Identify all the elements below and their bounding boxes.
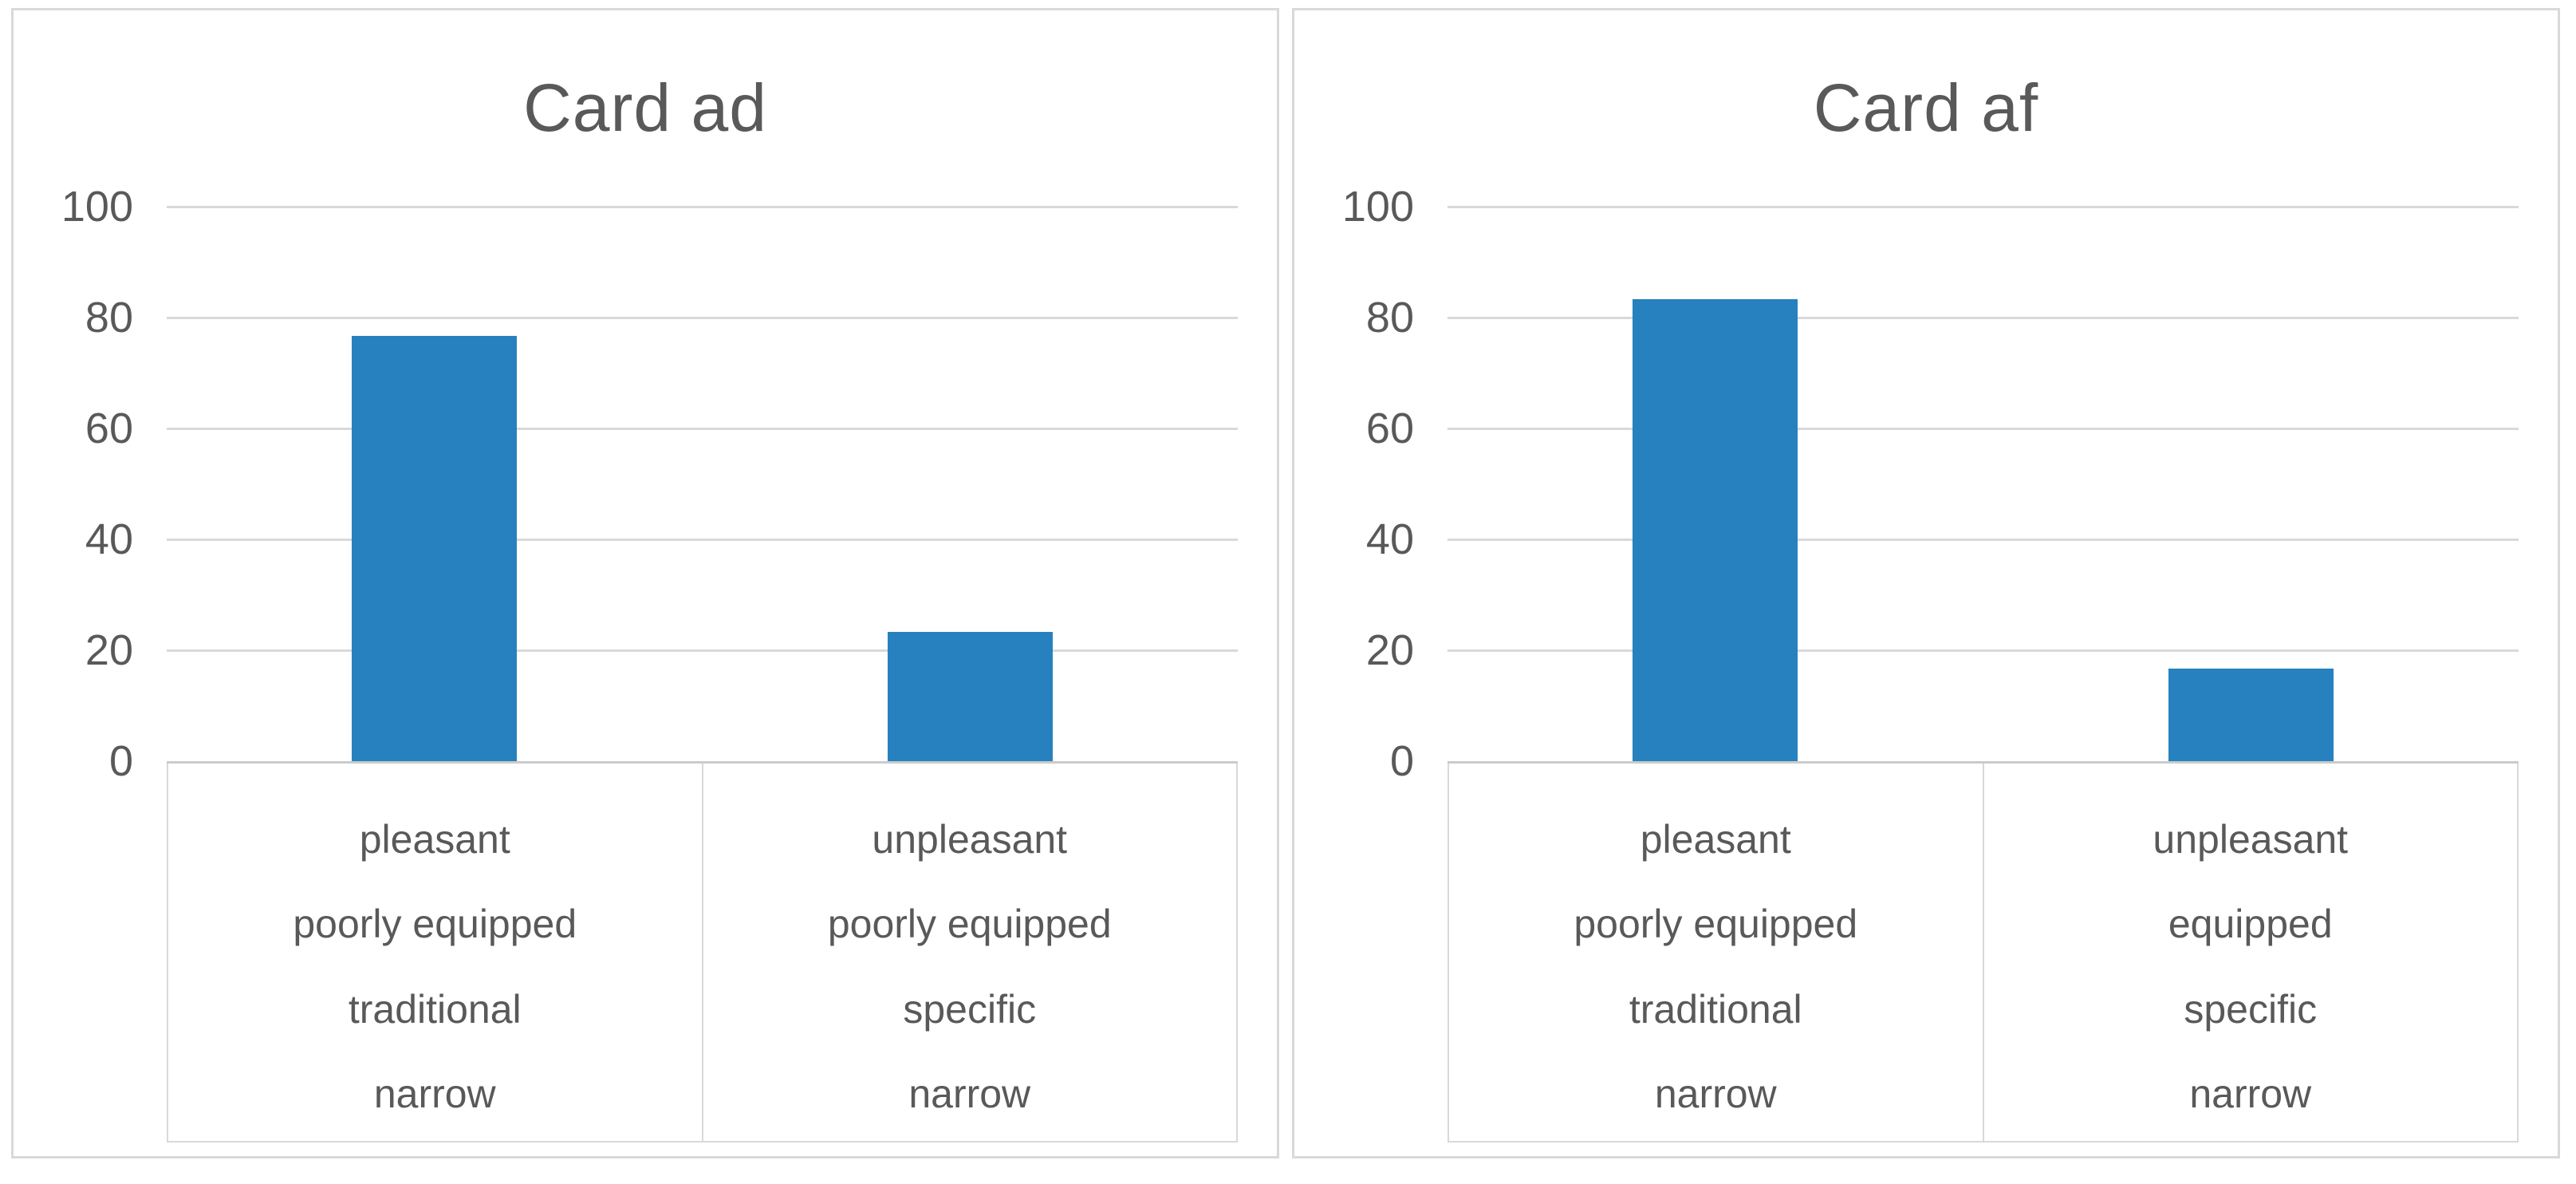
category-label-line: poorly equipped [1574,902,1858,947]
y-tick-label-20: 20 [85,626,133,674]
category-label-line: narrow [1654,1071,1777,1116]
category-label-line: traditional [1629,986,1802,1032]
category-label-line: poorly equipped [293,902,577,947]
category-cell-2: unpleasant equipped specific narrow [1982,764,2519,1141]
y-tick-label-60: 60 [85,405,133,452]
category-cell-1: pleasant poorly equipped traditional narrow [167,764,702,1141]
y-tick-label-40: 40 [1365,515,1414,563]
y-tick-label-0: 0 [1389,737,1414,785]
gridline-40 [167,539,1238,541]
chart-title: Card ad [523,70,767,145]
plot-area [1448,206,2519,761]
gridline-100 [1448,206,2519,208]
category-label-line: unpleasant [2153,817,2349,862]
category-axis: pleasant poorly equipped traditional narrow… [1448,761,2519,1143]
bar-category-2 [887,632,1053,761]
y-tick-label-20: 20 [1365,626,1414,674]
y-tick-label-80: 80 [1365,294,1414,341]
gridline-80 [1448,317,2519,319]
category-label-line: narrow [2189,1071,2312,1116]
category-label-line: poorly equipped [827,902,1112,947]
gridline-20 [1448,649,2519,652]
category-axis: pleasant poorly equipped traditional narrow… [167,761,1238,1143]
y-tick-label-100: 100 [61,183,133,231]
gridline-100 [167,206,1238,208]
gridline-40 [1448,539,2519,541]
gridline-60 [1448,428,2519,430]
gridline-80 [167,317,1238,319]
category-label-line: traditional [348,986,522,1032]
bar-category-1 [1633,299,1798,761]
category-label-line: specific [903,986,1037,1032]
bar-category-1 [352,335,518,761]
chart-title: Card af [1813,70,2039,145]
category-label-line: pleasant [1640,817,1791,862]
category-label-line: narrow [373,1071,496,1116]
y-axis-tick-labels: 0 20 40 60 80 100 [1294,183,1414,785]
gridline-60 [167,428,1238,430]
category-label-line: unpleasant [872,817,1068,862]
y-tick-label-60: 60 [1365,405,1414,452]
category-label-line: equipped [2168,902,2333,947]
category-cell-1: pleasant poorly equipped traditional narrow [1448,764,1983,1141]
gridline-20 [167,649,1238,652]
y-tick-label-40: 40 [85,515,133,563]
y-tick-label-0: 0 [108,737,133,785]
y-tick-label-80: 80 [85,294,133,341]
plot-area [167,206,1238,761]
y-axis-tick-labels: 0 20 40 60 80 100 [14,183,133,785]
category-cell-2: unpleasant poorly equipped specific narrow [701,764,1238,1141]
y-tick-label-100: 100 [1341,183,1414,231]
category-label-line: narrow [908,1071,1031,1116]
chart-panel-card-ad: Card ad 0 20 40 60 80 100 pleasant poorly equi… [11,8,1279,1158]
category-label-line: specific [2184,986,2318,1032]
category-label-line: pleasant [359,817,510,862]
bar-category-2 [2168,668,2334,761]
chart-panel-card-af: Card af 0 20 40 60 80 100 pleasant poorly equi… [1292,8,2560,1158]
